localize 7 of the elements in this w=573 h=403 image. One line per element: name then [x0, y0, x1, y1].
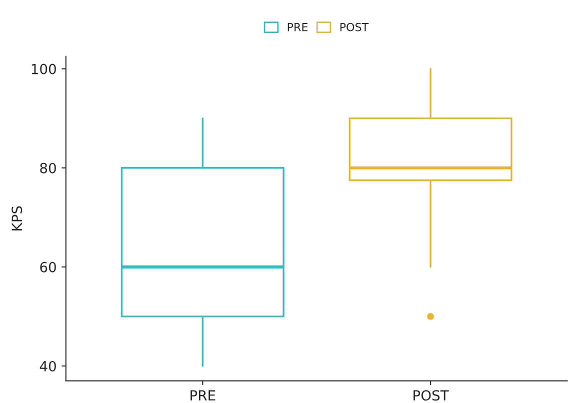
y-tick-label: 80 [40, 162, 56, 174]
legend-label: POST [340, 22, 369, 32]
y-tick-label: 40 [40, 360, 56, 372]
y-tick-label: 60 [40, 262, 56, 272]
legend-label: PRE [288, 23, 308, 32]
y-axis-title: KPS [12, 206, 22, 230]
y-tick-label: 100 [32, 64, 56, 74]
